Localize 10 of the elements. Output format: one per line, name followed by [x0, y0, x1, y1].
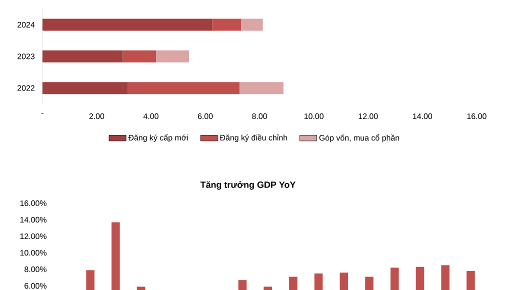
bar [239, 82, 284, 94]
bar [128, 82, 240, 94]
bar [42, 50, 123, 62]
bar [156, 50, 189, 62]
bar [212, 18, 242, 31]
bar [42, 18, 212, 31]
bar [241, 18, 263, 31]
bar [122, 50, 156, 62]
bar [42, 82, 128, 94]
chart-title: Tăng trưởng GDP YoY [200, 181, 296, 190]
